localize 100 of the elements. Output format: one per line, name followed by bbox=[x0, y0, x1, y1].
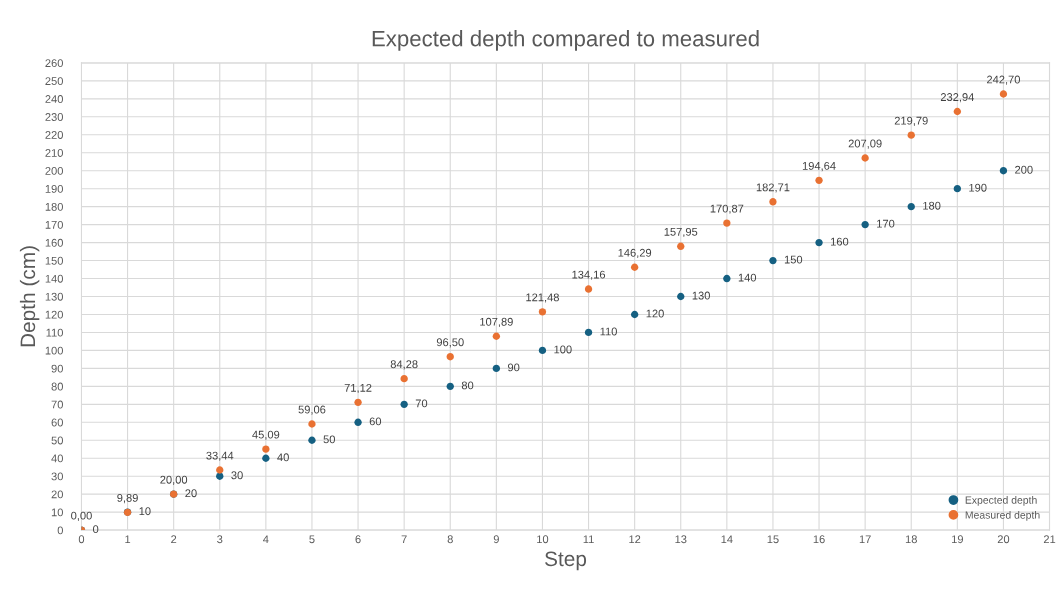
y-tick-label: 120 bbox=[45, 310, 63, 319]
data-label: 20,00 bbox=[160, 475, 188, 485]
y-tick-label: 50 bbox=[51, 436, 63, 445]
point bbox=[677, 242, 685, 250]
data-label: 59,06 bbox=[298, 405, 326, 415]
data-label: 71,12 bbox=[344, 383, 372, 394]
point bbox=[723, 274, 731, 283]
y-tick-label: 240 bbox=[45, 95, 63, 103]
y-tick-label: 250 bbox=[45, 77, 63, 85]
point bbox=[354, 398, 362, 406]
point bbox=[999, 167, 1008, 175]
chart-title: Expected depth compared to measured bbox=[372, 30, 759, 51]
data-label: 170 bbox=[877, 219, 895, 228]
y-tick-label: 160 bbox=[45, 238, 63, 247]
y-tick-label: 170 bbox=[45, 220, 63, 229]
data-label: 232,94 bbox=[940, 93, 975, 103]
point bbox=[538, 346, 547, 355]
data-label: 70 bbox=[415, 399, 428, 408]
legend-label: Measured depth bbox=[965, 511, 1040, 521]
data-label: 10 bbox=[139, 507, 151, 516]
point bbox=[630, 263, 639, 271]
point bbox=[630, 310, 639, 319]
data-label: 45,09 bbox=[252, 430, 280, 440]
point bbox=[216, 466, 224, 474]
point bbox=[769, 198, 777, 206]
x-tick-label: 21 bbox=[1043, 535, 1056, 544]
point bbox=[769, 256, 777, 265]
point bbox=[446, 382, 454, 391]
x-tick-label: 15 bbox=[767, 535, 779, 544]
point bbox=[907, 131, 915, 139]
y-tick-label: 130 bbox=[45, 292, 63, 301]
data-label: 20 bbox=[185, 489, 197, 498]
point bbox=[492, 332, 501, 340]
y-tick-label: 230 bbox=[45, 113, 63, 121]
x-tick-label: 16 bbox=[813, 535, 825, 544]
y-tick-label: 110 bbox=[46, 328, 63, 337]
x-tick-label: 12 bbox=[629, 535, 641, 544]
data-label: 120 bbox=[646, 309, 664, 318]
data-label: 130 bbox=[692, 291, 710, 300]
y-tick-label: 200 bbox=[45, 166, 63, 175]
x-tick-label: 13 bbox=[675, 535, 687, 544]
x-tick-label: 20 bbox=[997, 535, 1010, 544]
x-tick-label: 0 bbox=[78, 535, 85, 544]
data-label: 157,95 bbox=[664, 227, 698, 238]
data-label: 80 bbox=[461, 381, 474, 390]
data-label: 150 bbox=[784, 255, 803, 264]
data-label: 190 bbox=[969, 183, 987, 192]
x-tick-label: 17 bbox=[859, 535, 871, 544]
x-tick-label: 3 bbox=[217, 535, 223, 544]
point bbox=[446, 353, 454, 361]
x-axis-title: Step bbox=[545, 551, 587, 571]
point bbox=[815, 238, 823, 247]
data-label: 146,29 bbox=[618, 248, 652, 259]
data-label: 33,44 bbox=[206, 451, 234, 461]
y-tick-label: 70 bbox=[51, 400, 63, 409]
data-label: 0 bbox=[93, 525, 99, 534]
data-label: 160 bbox=[831, 237, 849, 246]
y-tick-label: 150 bbox=[45, 256, 63, 265]
x-tick-label: 2 bbox=[171, 535, 177, 544]
point bbox=[492, 364, 501, 373]
point bbox=[308, 420, 316, 428]
x-tick-label: 19 bbox=[952, 535, 963, 544]
point bbox=[262, 445, 270, 453]
point bbox=[999, 90, 1008, 98]
data-label: 182,71 bbox=[756, 183, 790, 193]
data-label: 140 bbox=[738, 273, 757, 282]
y-tick-label: 10 bbox=[51, 508, 63, 517]
point bbox=[861, 220, 869, 229]
data-label: 30 bbox=[231, 471, 243, 480]
x-tick-label: 8 bbox=[447, 535, 453, 544]
point bbox=[538, 308, 547, 316]
data-label: 96,50 bbox=[436, 338, 464, 348]
x-tick-label: 1 bbox=[125, 535, 131, 544]
point bbox=[584, 328, 593, 337]
data-label: 100 bbox=[554, 345, 572, 354]
data-label: 242,70 bbox=[987, 75, 1020, 85]
data-label: 121,48 bbox=[526, 293, 559, 303]
point bbox=[400, 374, 408, 383]
point bbox=[953, 185, 962, 193]
y-tick-label: 30 bbox=[51, 472, 63, 481]
data-label: 180 bbox=[923, 201, 941, 210]
x-tick-label: 7 bbox=[401, 535, 407, 544]
point bbox=[953, 107, 962, 116]
y-tick-label: 90 bbox=[51, 364, 63, 373]
y-tick-label: 60 bbox=[51, 418, 63, 427]
y-tick-label: 190 bbox=[45, 184, 63, 193]
point bbox=[584, 285, 593, 293]
data-label: 194,64 bbox=[802, 161, 836, 172]
y-tick-label: 220 bbox=[45, 131, 63, 139]
point bbox=[723, 219, 731, 227]
point bbox=[815, 176, 823, 185]
x-tick-label: 9 bbox=[493, 535, 499, 544]
point bbox=[354, 418, 362, 426]
data-label: 60 bbox=[369, 417, 382, 426]
data-label: 107,89 bbox=[480, 317, 513, 328]
point bbox=[262, 454, 270, 462]
y-axis-title: Depth (cm) bbox=[19, 246, 40, 347]
x-tick-label: 18 bbox=[905, 535, 917, 544]
x-tick-label: 14 bbox=[721, 535, 733, 544]
data-label: 50 bbox=[323, 435, 335, 444]
